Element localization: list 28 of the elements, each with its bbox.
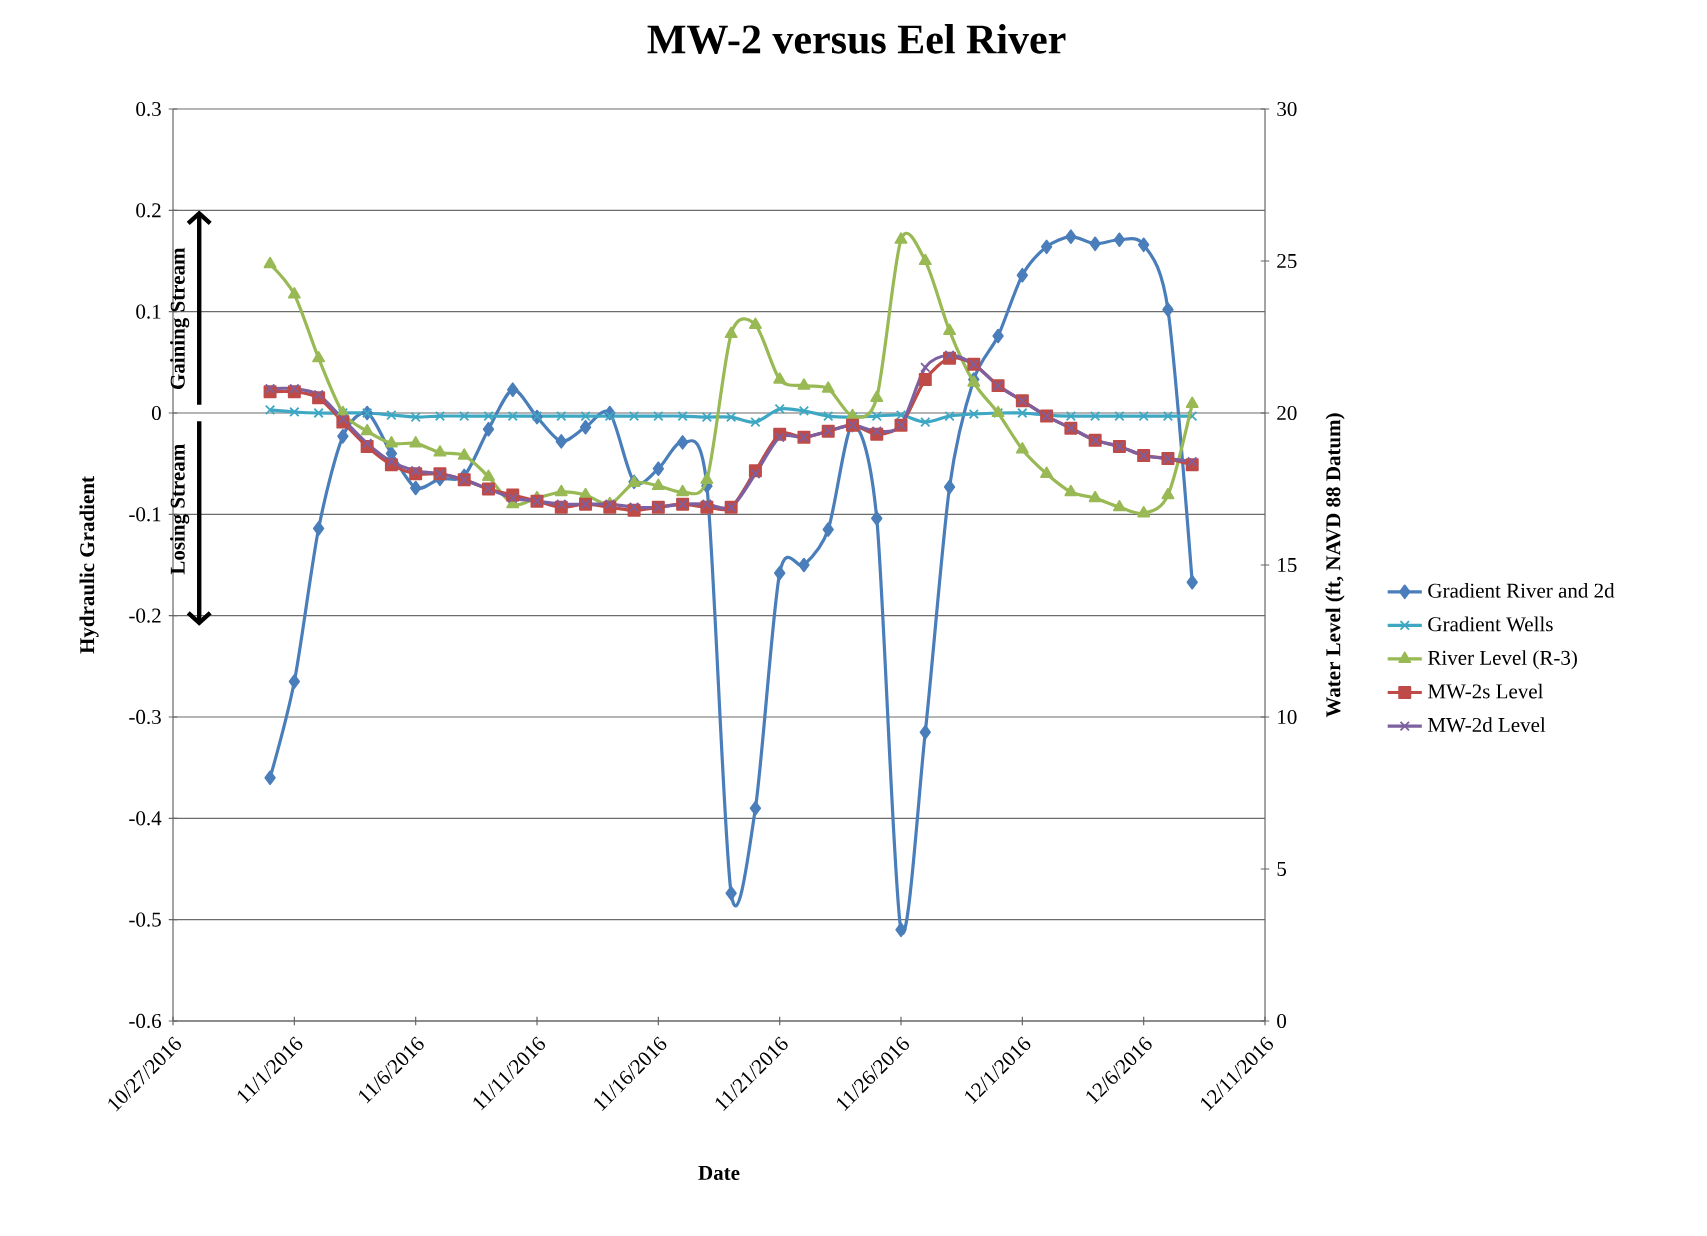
y2-tick-label: 25 (1277, 253, 1297, 269)
legend-label: River Level (R-3) (1428, 650, 1577, 670)
legend-label: MW-2d Level (1428, 717, 1546, 733)
chart-title: MW-2 versus Eel River (647, 24, 1066, 54)
legend-label: Gradient River and 2d (1428, 583, 1615, 598)
y-tick-label: 0.2 (136, 203, 161, 218)
y2-tick-label: 5 (1277, 862, 1287, 876)
y-tick-label: -0.2 (129, 608, 161, 623)
y-tick-label: 0.3 (136, 101, 161, 117)
x-axis-title: Date (698, 1166, 740, 1181)
legend-label: MW-2s Level (1428, 683, 1544, 699)
y2-tick-label: 20 (1277, 405, 1297, 421)
y-tick-label: 0 (151, 405, 161, 421)
y-tick-label: -0.1 (129, 507, 161, 522)
y2-tick-label: 15 (1278, 557, 1297, 573)
annotation: Gaining Stream (170, 247, 190, 390)
y2-tick-label: 10 (1278, 709, 1297, 725)
y-tick-label: -0.4 (129, 811, 162, 826)
y-tick-label: 0.1 (136, 304, 161, 319)
y2-axis-title: Water Level (ft, NAVD 88 Datum) (1325, 413, 1345, 718)
y-tick-label: -0.5 (129, 912, 161, 927)
y-tick-label: -0.3 (129, 709, 161, 725)
annotation: Losing Stream (170, 444, 190, 575)
y2-tick-label: 30 (1277, 101, 1297, 117)
legend-label: Gradient Wells (1428, 616, 1553, 632)
y-tick-label: -0.6 (129, 1013, 162, 1029)
y-axis-title: Hydraulic Gradient (79, 476, 99, 654)
y2-tick-label: 0 (1277, 1013, 1287, 1029)
